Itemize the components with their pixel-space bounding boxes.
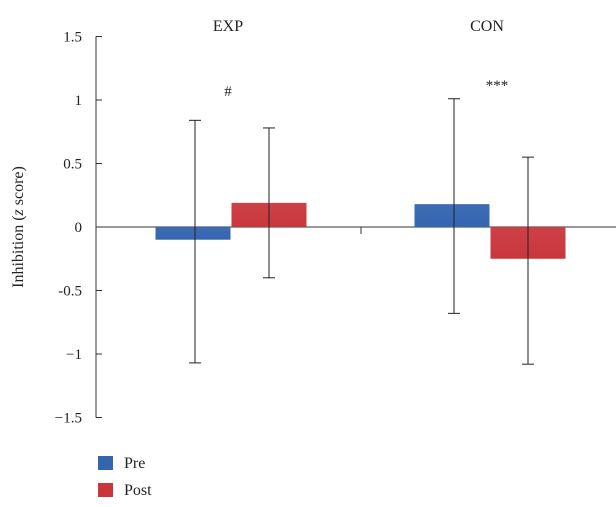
y-axis-label-part-3: score)	[10, 166, 27, 209]
y-tick-label: 1	[75, 93, 83, 109]
category-label-exp: EXP	[213, 18, 243, 35]
category-label-con: CON	[470, 18, 504, 35]
y-tick-label: −1.5	[55, 411, 82, 427]
bar-pre-con	[414, 204, 490, 227]
y-tick-label: −1	[66, 347, 82, 363]
legend-label-pre: Pre	[124, 455, 145, 472]
significance-annotation: #	[224, 84, 232, 100]
labels: 1.5 1 0.5 0 -0.5 −1 −1.5 EXP CON # ***	[55, 18, 508, 427]
legend: Pre Post	[98, 455, 152, 499]
bar-pre-exp	[155, 227, 231, 240]
legend-swatch-pre	[98, 456, 113, 470]
y-tick-label: -0.5	[58, 284, 82, 300]
y-axis-label-part-2: z	[10, 208, 27, 216]
y-axis-label-part-1: Inhibition (	[10, 215, 27, 287]
legend-swatch-post	[98, 483, 113, 497]
y-tick-label: 1.5	[63, 30, 82, 46]
y-tick-label: 0.5	[63, 157, 82, 173]
significance-annotation: ***	[486, 78, 509, 94]
error-bars	[189, 98, 534, 365]
y-tick-label: 0	[75, 220, 83, 236]
y-axis-label: Inhibition (z score)	[10, 166, 27, 288]
legend-label-post: Post	[124, 482, 152, 499]
